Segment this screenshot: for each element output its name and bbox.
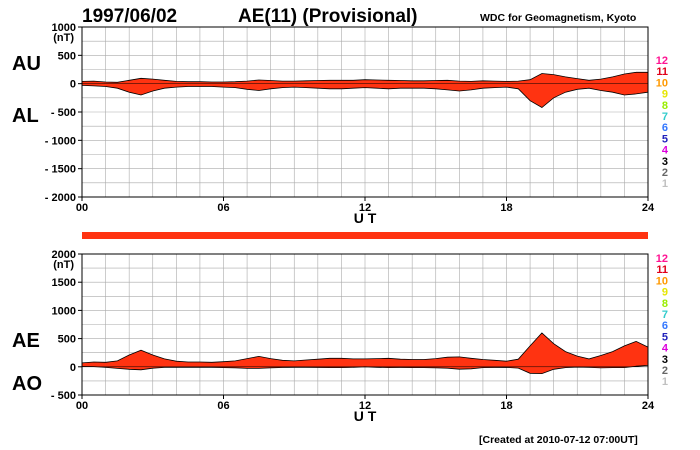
bottom-level-label-6: 6 bbox=[662, 320, 668, 332]
top-band-fill bbox=[82, 72, 648, 108]
bottom-xtick-label-1: 06 bbox=[217, 400, 229, 412]
bottom-level-label-4: 4 bbox=[662, 343, 669, 355]
top-level-label-5: 5 bbox=[662, 133, 668, 145]
bottom-band-fill bbox=[82, 333, 648, 374]
top-ytick-label-2: 0 bbox=[70, 79, 76, 91]
bottom-ytick-label-2: 1000 bbox=[52, 305, 76, 317]
bottom-level-label-5: 5 bbox=[662, 331, 668, 343]
top-xtick-label-2: 12 bbox=[359, 202, 371, 214]
top-upper-index-label: AU bbox=[12, 53, 41, 75]
bottom-upper-index-label: AE bbox=[12, 330, 40, 352]
bottom-ytick-label-3: 500 bbox=[58, 334, 76, 346]
bottom-xtick-label-2: 12 bbox=[359, 400, 371, 412]
top-xtick-label-4: 24 bbox=[642, 202, 655, 214]
bottom-ytick-label-5: - 500 bbox=[51, 390, 76, 402]
bottom-level-label-2: 2 bbox=[662, 365, 668, 377]
data-source-label: WDC for Geomagnetism, Kyoto bbox=[480, 12, 636, 24]
top-series-line-au bbox=[81, 71, 648, 83]
top-level-label-8: 8 bbox=[662, 100, 668, 112]
bottom-unit-label: (nT) bbox=[53, 259, 74, 271]
bottom-level-label-1: 1 bbox=[662, 376, 668, 388]
top-level-label-11: 11 bbox=[656, 66, 668, 78]
top-lower-index-label: AL bbox=[12, 105, 39, 127]
top-level-label-6: 6 bbox=[662, 122, 668, 134]
plot-date: 1997/06/02 bbox=[82, 6, 177, 27]
bottom-level-label-7: 7 bbox=[662, 309, 668, 321]
top-ytick-label-4: - 1000 bbox=[45, 135, 76, 147]
top-level-label-3: 3 bbox=[662, 156, 668, 168]
bottom-level-label-8: 8 bbox=[662, 298, 668, 310]
plot-title: AE(11) (Provisional) bbox=[238, 6, 418, 27]
top-ytick-label-0: 1000 bbox=[52, 22, 76, 34]
bottom-xtick-label-3: 18 bbox=[500, 400, 512, 412]
top-level-label-9: 9 bbox=[662, 89, 668, 101]
bottom-series-line-ae bbox=[81, 332, 649, 364]
bottom-level-label-3: 3 bbox=[662, 354, 668, 366]
bottom-ytick-label-0: 2000 bbox=[52, 249, 76, 261]
top-level-label-1: 1 bbox=[662, 178, 668, 190]
top-level-label-2: 2 bbox=[662, 167, 668, 179]
top-ytick-label-3: - 500 bbox=[51, 107, 76, 119]
top-xtick-label-1: 06 bbox=[217, 202, 229, 214]
top-level-label-7: 7 bbox=[662, 111, 668, 123]
top-unit-label: (nT) bbox=[53, 32, 74, 44]
bottom-level-label-9: 9 bbox=[662, 287, 668, 299]
top-xaxis-label: U T bbox=[354, 210, 377, 226]
top-xtick-label-0: 00 bbox=[76, 202, 88, 214]
bottom-xtick-label-4: 24 bbox=[642, 400, 655, 412]
created-timestamp: [Created at 2010-07-12 07:00UT] bbox=[479, 434, 638, 446]
data-coverage-bar bbox=[82, 232, 648, 239]
bottom-ytick-label-4: 0 bbox=[70, 362, 76, 374]
top-ytick-label-1: 500 bbox=[58, 50, 76, 62]
bottom-level-label-10: 10 bbox=[656, 275, 668, 287]
top-level-label-10: 10 bbox=[656, 77, 668, 89]
top-xtick-label-3: 18 bbox=[500, 202, 512, 214]
bottom-level-label-11: 11 bbox=[656, 264, 668, 276]
bottom-xtick-label-0: 00 bbox=[76, 400, 88, 412]
bottom-level-label-12: 12 bbox=[656, 253, 668, 265]
top-level-label-4: 4 bbox=[662, 145, 669, 157]
top-ytick-label-5: - 1500 bbox=[45, 164, 76, 176]
top-ytick-label-6: - 2000 bbox=[45, 192, 76, 204]
top-level-label-12: 12 bbox=[656, 55, 668, 67]
top-series-line-al bbox=[81, 85, 649, 108]
bottom-ytick-label-1: 1500 bbox=[52, 277, 76, 289]
bottom-xaxis-label: U T bbox=[354, 408, 377, 424]
bottom-lower-index-label: AO bbox=[12, 373, 42, 395]
